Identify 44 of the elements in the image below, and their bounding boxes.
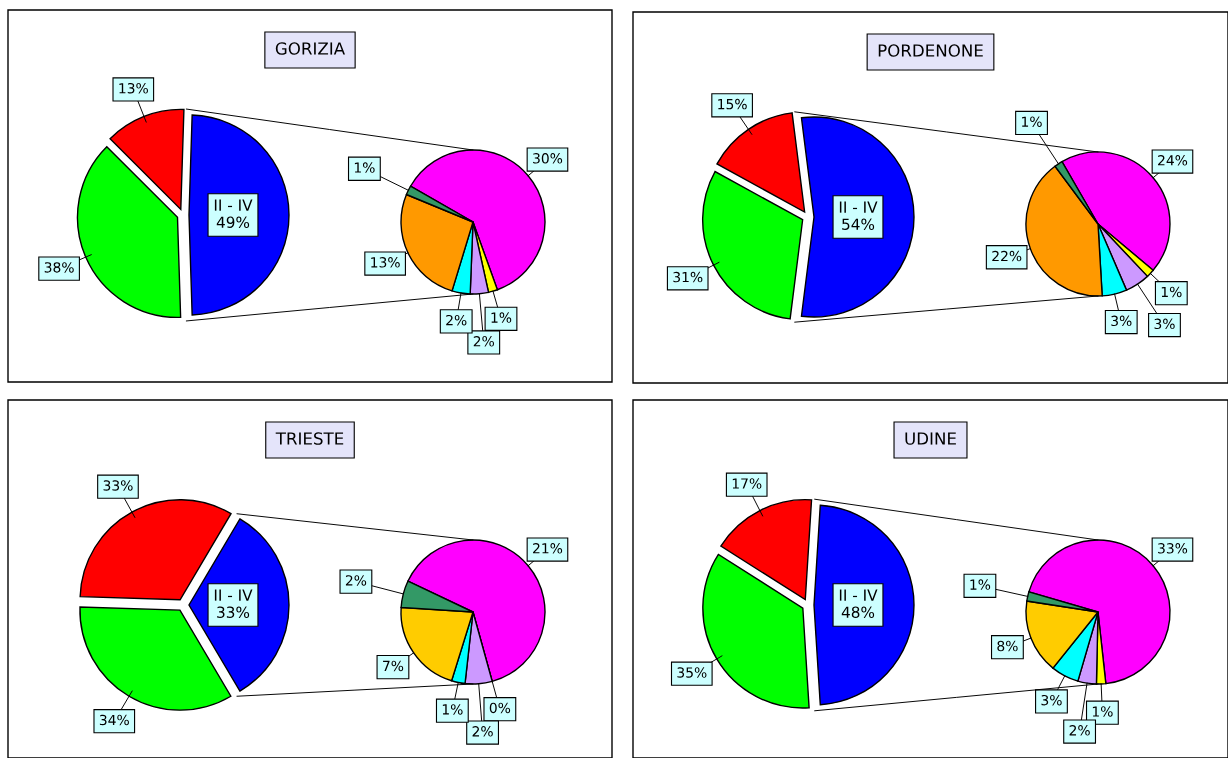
data-label: 33% <box>1158 543 1188 554</box>
data-label: 33% <box>217 606 250 618</box>
data-label: 13% <box>371 257 400 268</box>
data-label: 1% <box>1022 116 1042 127</box>
chart-title: PORDENONE <box>878 44 983 57</box>
data-label: 54% <box>842 218 875 230</box>
data-label: 38% <box>44 262 74 273</box>
data-label: 8% <box>997 640 1018 652</box>
data-label: 3% <box>1111 315 1132 327</box>
data-label: 1% <box>970 579 991 590</box>
data-label: 2% <box>446 314 467 326</box>
chart-title: TRIESTE <box>275 432 344 445</box>
data-label: 35% <box>677 667 707 678</box>
chart-title: GORIZIA <box>275 42 345 55</box>
data-label: 34% <box>99 714 129 726</box>
data-label: 15% <box>718 98 747 110</box>
slice-label: II - IV <box>214 589 253 601</box>
data-label: 1% <box>1092 706 1113 717</box>
data-label: 31% <box>673 271 703 283</box>
slice-label: II - IV <box>214 199 253 211</box>
data-label: 2% <box>1069 725 1090 736</box>
data-label: 2% <box>345 575 367 586</box>
chart-title: UDINE <box>905 432 956 445</box>
data-label: 17% <box>732 478 762 489</box>
data-label: 1% <box>1161 286 1182 298</box>
data-label: 1% <box>354 162 375 173</box>
data-label: 3% <box>1154 318 1175 330</box>
data-label: 2% <box>472 726 493 737</box>
data-label: 1% <box>442 704 463 715</box>
data-label: 1% <box>491 312 512 323</box>
data-label: 33% <box>103 480 133 491</box>
data-label: 7% <box>383 660 404 672</box>
data-label: 21% <box>533 543 563 554</box>
text: 0% <box>489 702 511 714</box>
data-label: 48% <box>841 606 875 618</box>
data-label: 24% <box>1158 155 1188 166</box>
data-label: 30% <box>533 153 563 164</box>
data-label: 2% <box>473 336 495 347</box>
data-label: 22% <box>992 250 1022 262</box>
slice-label: II - IV <box>839 589 878 601</box>
slice-label: II - IV <box>839 201 878 213</box>
data-label: 49% <box>216 216 250 228</box>
data-label: 3% <box>1041 694 1062 706</box>
data-label: 13% <box>119 83 148 94</box>
